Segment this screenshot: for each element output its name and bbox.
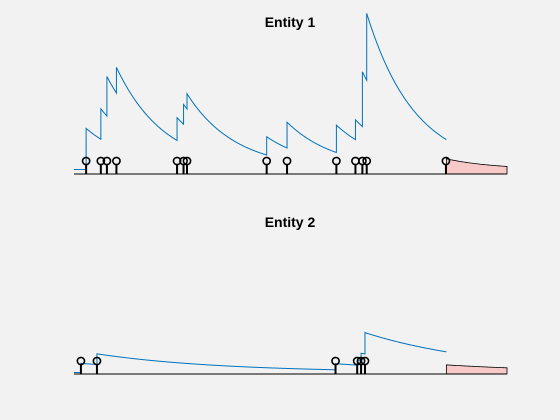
intensity-series-line: [74, 13, 447, 170]
entity-2-title: Entity 2: [265, 214, 316, 230]
event-marker-circle: [356, 356, 366, 366]
event-marker: [102, 156, 112, 174]
event-marker-circle: [92, 356, 102, 366]
entity-1-plot: [74, 13, 508, 175]
event-marker: [441, 156, 451, 174]
event-marker-circle: [331, 356, 340, 366]
event-marker: [360, 356, 370, 374]
event-marker-circle: [182, 156, 192, 166]
event-marker-circle: [96, 156, 106, 166]
event-marker: [362, 156, 372, 174]
event-marker: [282, 156, 292, 174]
event-marker: [331, 156, 341, 174]
entity-2-panel: Entity 2: [74, 214, 508, 375]
event-marker: [112, 156, 121, 174]
event-marker-circle: [102, 156, 112, 166]
event-marker: [356, 356, 366, 374]
event-marker: [96, 156, 106, 174]
event-marker: [179, 156, 188, 174]
event-marker-circle: [360, 356, 370, 366]
intensity-series-line: [74, 331, 447, 373]
event-marker: [262, 156, 272, 174]
event-marker: [76, 356, 86, 374]
entity-2-plot: [74, 331, 508, 375]
entity-1-title: Entity 1: [265, 14, 316, 30]
event-marker-circle: [81, 156, 91, 166]
event-marker: [182, 156, 192, 174]
event-marker: [357, 156, 367, 174]
event-marker-circle: [179, 156, 188, 166]
event-marker-circle: [357, 156, 367, 166]
event-marker: [81, 156, 91, 174]
forecast-region: [445, 158, 508, 175]
event-marker-circle: [112, 156, 121, 166]
event-marker: [92, 356, 102, 374]
entity-1-panel: Entity 1: [74, 13, 508, 175]
event-marker-circle: [331, 156, 341, 166]
event-marker-circle: [262, 156, 272, 166]
event-marker-circle: [441, 156, 451, 166]
event-marker-circle: [282, 156, 292, 166]
event-marker-circle: [76, 356, 86, 366]
event-marker-circle: [362, 156, 372, 166]
forecast-region: [445, 364, 508, 375]
event-marker: [331, 356, 340, 374]
